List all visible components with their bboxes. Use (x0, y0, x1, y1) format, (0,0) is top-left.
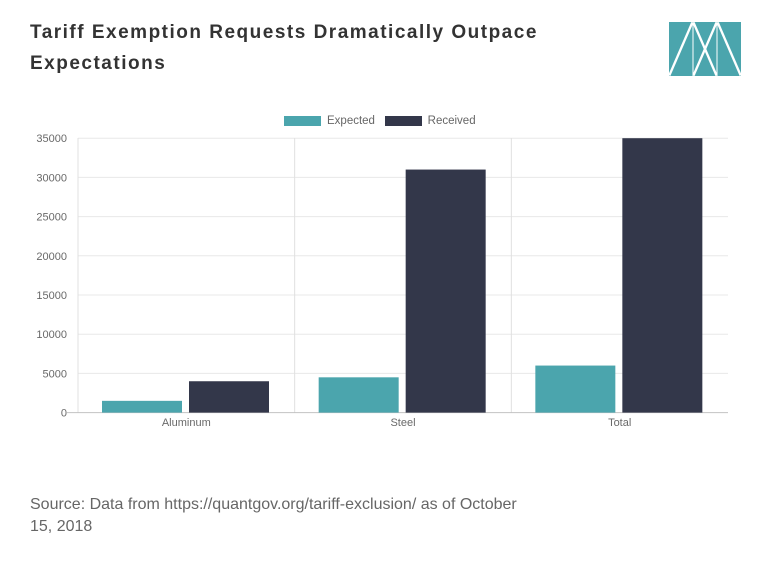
svg-text:0: 0 (61, 408, 67, 420)
svg-text:Aluminum: Aluminum (162, 417, 211, 429)
svg-text:Steel: Steel (390, 417, 415, 429)
svg-text:35000: 35000 (36, 133, 67, 145)
svg-text:Total: Total (608, 417, 631, 429)
svg-text:20000: 20000 (36, 251, 67, 263)
svg-text:10000: 10000 (36, 329, 67, 341)
svg-text:15000: 15000 (36, 290, 67, 302)
svg-text:25000: 25000 (36, 212, 67, 224)
svg-text:30000: 30000 (36, 172, 67, 184)
svg-text:5000: 5000 (43, 368, 67, 380)
